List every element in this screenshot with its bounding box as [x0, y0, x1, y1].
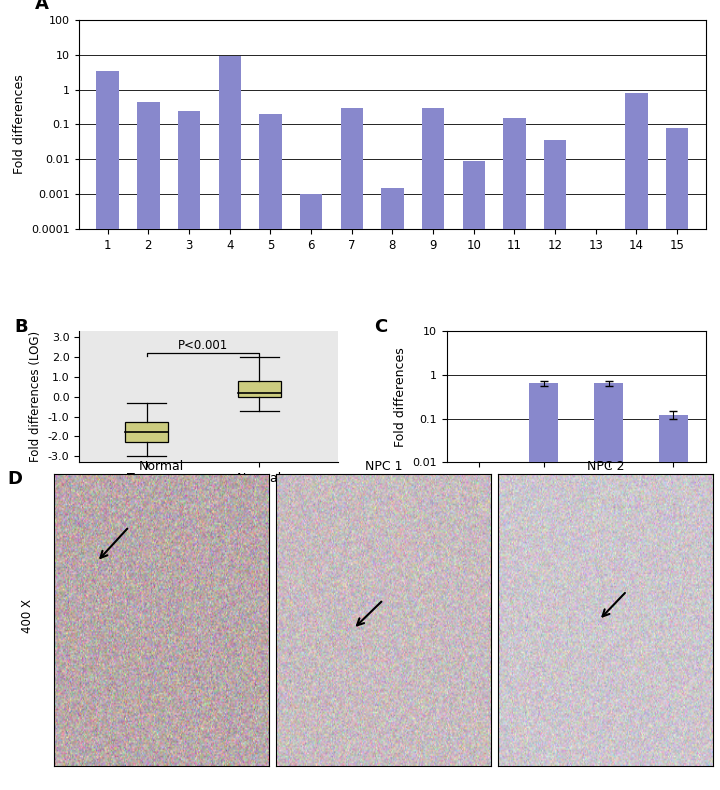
Text: D: D [7, 470, 22, 488]
Text: B: B [14, 318, 28, 337]
Bar [529, 383, 559, 790]
Bar [341, 107, 363, 790]
Text: 400 X: 400 X [21, 599, 34, 634]
Bar [238, 381, 281, 397]
Bar [585, 232, 607, 790]
Bar [138, 102, 160, 790]
Bar [503, 118, 526, 790]
Title: Normal: Normal [139, 460, 184, 473]
Bar [625, 93, 647, 790]
Bar [594, 383, 623, 790]
Title: NPC 2: NPC 2 [587, 460, 624, 473]
Bar [422, 107, 444, 790]
Bar [544, 141, 567, 790]
Bar [300, 194, 323, 790]
Text: A: A [35, 0, 49, 13]
Y-axis label: Fold differences: Fold differences [13, 74, 26, 175]
Bar [178, 111, 200, 790]
Text: C: C [374, 318, 387, 337]
Text: P<0.001: P<0.001 [178, 339, 228, 352]
Bar [381, 188, 404, 790]
Bar [462, 161, 485, 790]
Bar [96, 70, 119, 790]
Y-axis label: Fold differences: Fold differences [394, 347, 407, 446]
Bar [666, 128, 688, 790]
Y-axis label: Fold differences (LOG): Fold differences (LOG) [30, 331, 42, 462]
Title: NPC 1: NPC 1 [364, 460, 402, 473]
Bar [259, 114, 282, 790]
Bar [125, 423, 168, 442]
Bar [659, 415, 688, 790]
Bar [218, 56, 241, 790]
